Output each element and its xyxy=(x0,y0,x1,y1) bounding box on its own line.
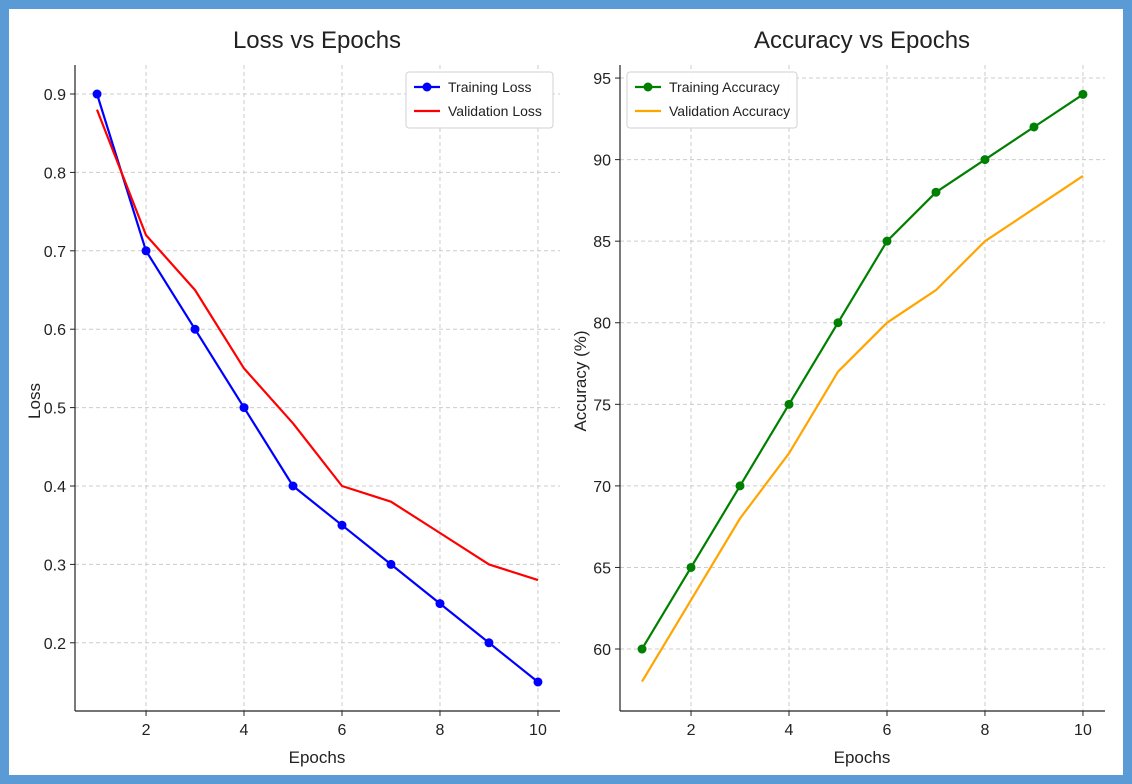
training-loss-point xyxy=(337,520,347,530)
training-loss-point xyxy=(190,324,200,334)
accuracy-plot-area: 2 4 6 8 10 60 65 70 75 80 85 90 95 Training Accuracy V… xyxy=(593,65,1105,739)
loss-y-tick-label: 0.2 xyxy=(44,636,66,653)
training-accuracy-point xyxy=(637,644,647,654)
accuracy-legend xyxy=(626,71,798,129)
accuracy-y-tick-label: 95 xyxy=(593,71,611,88)
loss-y-tick-label: 0.3 xyxy=(44,557,66,574)
accuracy-y-tick-label: 75 xyxy=(593,397,611,414)
training-accuracy-point xyxy=(833,318,843,328)
accuracy-chart-ylabel: Accuracy (%) xyxy=(571,330,590,431)
training-loss-legend-label: Training Loss xyxy=(448,79,532,95)
training-loss-point xyxy=(141,246,151,256)
training-loss-legend-marker xyxy=(422,82,432,92)
accuracy-chart-xlabel: Epochs xyxy=(834,748,891,767)
training-accuracy-point xyxy=(686,562,696,572)
loss-x-tick-label: 8 xyxy=(436,722,445,739)
training-accuracy-legend-marker xyxy=(643,82,653,92)
accuracy-y-tick-label: 85 xyxy=(593,234,611,251)
training-accuracy-point xyxy=(784,399,794,409)
training-accuracy-line xyxy=(641,93,1084,650)
accuracy-x-tick-label: 6 xyxy=(883,722,892,739)
loss-x-tick-label: 6 xyxy=(338,722,347,739)
loss-y-tick-label: 0.8 xyxy=(44,165,66,182)
loss-x-tick-label: 10 xyxy=(529,722,547,739)
training-accuracy-point xyxy=(1029,122,1039,132)
loss-legend xyxy=(405,71,554,129)
loss-x-tick-label: 4 xyxy=(240,722,249,739)
accuracy-y-tick-label: 80 xyxy=(593,316,611,333)
training-loss-point xyxy=(386,559,396,569)
training-loss-line xyxy=(95,93,539,683)
validation-accuracy-line xyxy=(641,174,1084,683)
training-accuracy-legend-label: Training Accuracy xyxy=(669,79,780,95)
training-loss-point xyxy=(533,677,543,687)
training-accuracy-point xyxy=(931,187,941,197)
accuracy-chart-title: Accuracy vs Epochs xyxy=(754,27,970,54)
training-accuracy-point xyxy=(1078,89,1088,99)
loss-plot-area: 2 4 6 8 10 0.2 0.3 0.4 0.5 0.6 0.7 0.8 0.9 Training L… xyxy=(44,65,560,739)
loss-y-tick-label: 0.6 xyxy=(44,322,66,339)
accuracy-x-tick-label: 2 xyxy=(687,722,696,739)
training-loss-point xyxy=(239,403,249,413)
training-loss-point xyxy=(484,638,494,648)
validation-loss-line xyxy=(95,109,539,582)
accuracy-x-tick-label: 10 xyxy=(1074,722,1092,739)
accuracy-y-tick-label: 65 xyxy=(593,560,611,577)
loss-chart-ylabel: Loss xyxy=(25,383,44,419)
validation-accuracy-legend-label: Validation Accuracy xyxy=(669,103,790,119)
validation-loss-legend-label: Validation Loss xyxy=(448,103,542,119)
training-loss-point xyxy=(288,481,298,491)
loss-y-tick-label: 0.7 xyxy=(44,244,66,261)
accuracy-x-tick-label: 8 xyxy=(981,722,990,739)
loss-y-tick-label: 0.5 xyxy=(44,401,66,418)
loss-y-tick-label: 0.9 xyxy=(44,87,66,104)
loss-chart-title: Loss vs Epochs xyxy=(233,27,401,54)
loss-y-tick-label: 0.4 xyxy=(44,479,66,496)
training-accuracy-point xyxy=(735,481,745,491)
accuracy-x-tick-label: 4 xyxy=(785,722,794,739)
accuracy-y-tick-label: 90 xyxy=(593,153,611,170)
loss-x-tick-label: 2 xyxy=(142,722,151,739)
training-loss-point xyxy=(92,89,102,99)
training-loss-point xyxy=(435,599,445,609)
accuracy-y-tick-label: 70 xyxy=(593,479,611,496)
training-accuracy-point xyxy=(882,236,892,246)
loss-chart-xlabel: Epochs xyxy=(289,748,346,767)
training-accuracy-point xyxy=(980,155,990,165)
accuracy-y-tick-label: 60 xyxy=(593,642,611,659)
